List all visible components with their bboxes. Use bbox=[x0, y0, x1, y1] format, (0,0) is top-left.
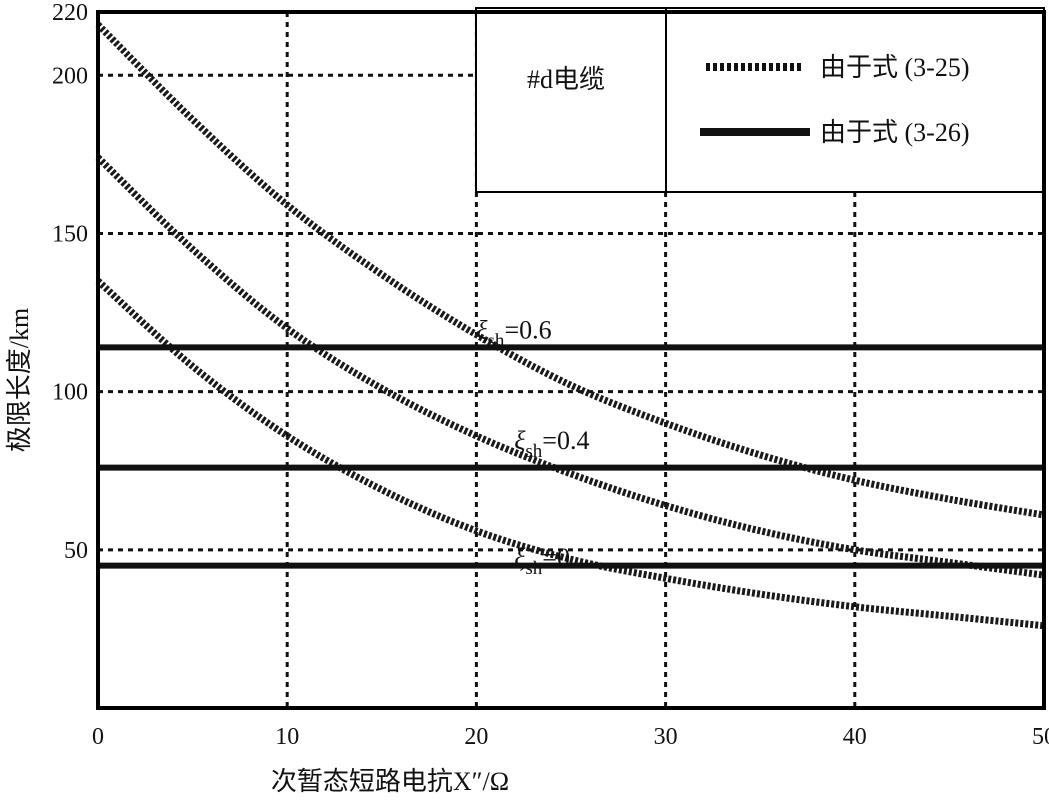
y-axis-title: 极限长度/km bbox=[5, 308, 34, 452]
y-tick-label: 100 bbox=[52, 380, 88, 406]
xi-sh-label-0: ξsh=0.6 bbox=[476, 315, 551, 351]
xi-sh-label-1: ξsh=0.4 bbox=[514, 426, 589, 462]
x-tick-label: 40 bbox=[843, 724, 867, 750]
axis-ticks: 0 10 20 30 40 50 50 100 150 200 220 bbox=[52, 0, 1049, 750]
plot-frame bbox=[96, 10, 1046, 710]
y-tick-label: 150 bbox=[52, 221, 88, 247]
x-tick-label: 30 bbox=[654, 724, 678, 750]
series-dotted-curve-1 bbox=[95, 155, 1045, 579]
legend-box bbox=[475, 7, 1045, 193]
x-tick-label: 0 bbox=[92, 724, 104, 750]
legend-label-solid: 由于式 (3-26) bbox=[820, 118, 969, 147]
legend-label-dotted: 由于式 (3-25) bbox=[820, 53, 969, 82]
x-tick-label: 20 bbox=[464, 724, 488, 750]
x-tick-label: 10 bbox=[275, 724, 299, 750]
series-dotted-curve-2 bbox=[95, 278, 1045, 630]
y-tick-label: 220 bbox=[52, 0, 88, 26]
xi-sh-label-2: ξsh=0 bbox=[514, 543, 570, 579]
plot-series bbox=[95, 22, 1045, 630]
x-tick-label: 50 bbox=[1032, 724, 1049, 750]
legend: #d电缆 由于式 (3-25) 由于式 (3-26) bbox=[475, 7, 1045, 193]
legend-title: #d电缆 bbox=[527, 65, 605, 94]
series-dotted-curve-0 bbox=[95, 22, 1045, 519]
y-tick-label: 200 bbox=[52, 63, 88, 89]
x-axis-title: 次暂态短路电抗X″/Ω bbox=[271, 767, 509, 796]
y-tick-label: 50 bbox=[64, 538, 88, 564]
annotations: ξsh=0.6 ξsh=0.4 ξsh=0 bbox=[476, 315, 589, 579]
